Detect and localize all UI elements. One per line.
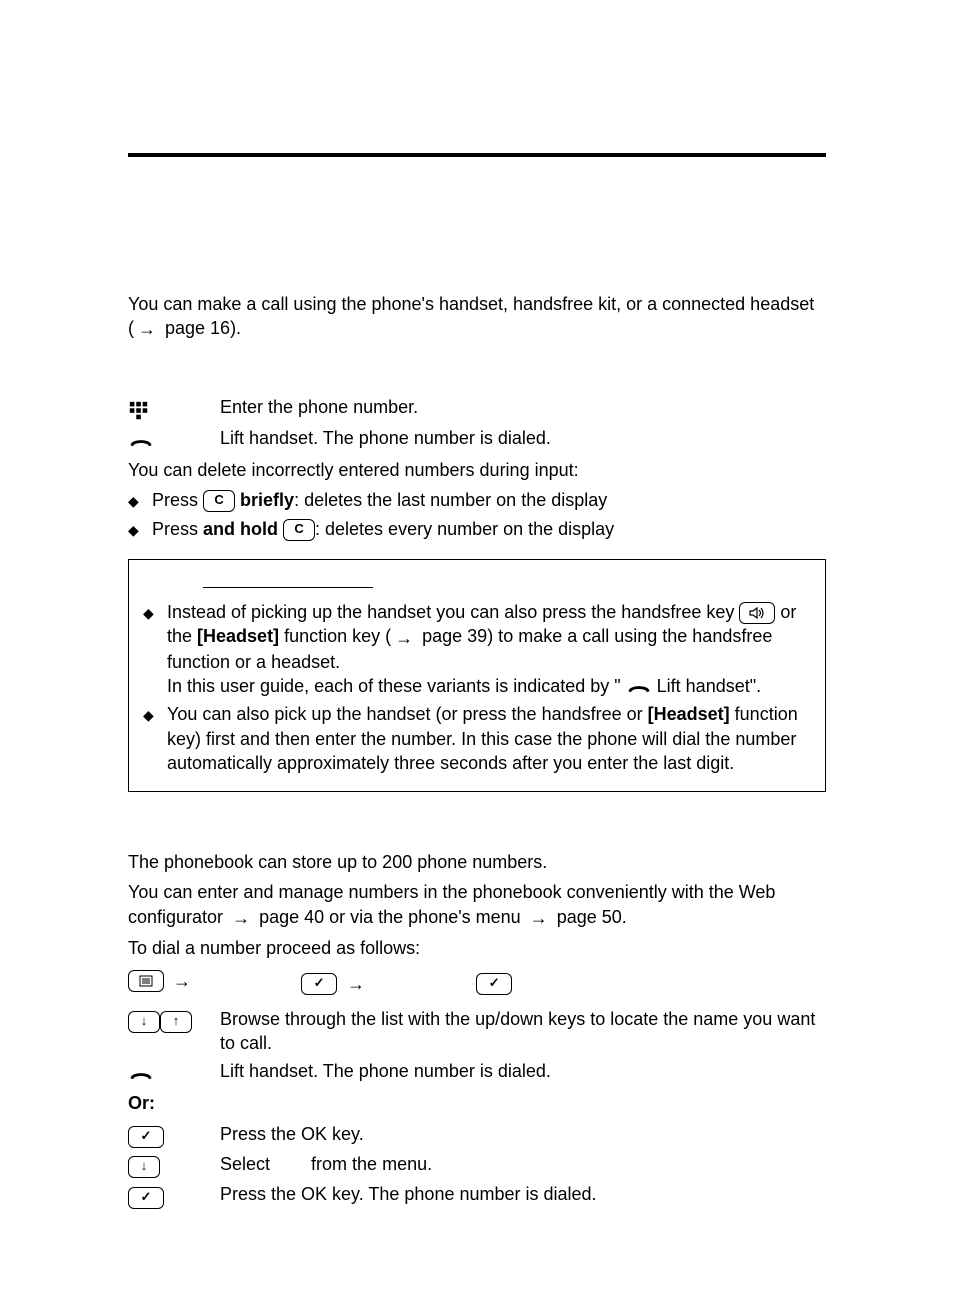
row-ok2-text: Press the OK key. The phone number is di… bbox=[220, 1182, 826, 1206]
bullet-brief: ◆ Press C briefly: deletes the last numb… bbox=[128, 488, 826, 512]
row-ok1-text: Press the OK key. bbox=[220, 1122, 826, 1146]
intro-paragraph: You can make a call using the phone's ha… bbox=[128, 292, 826, 342]
h2-calling: Calling bbox=[128, 256, 826, 282]
note-bullet-1: ◆ Instead of picking up the handset you … bbox=[143, 600, 811, 698]
arrow-icon: → bbox=[391, 628, 417, 648]
ok-key-icon: ✓ bbox=[476, 973, 512, 995]
row-select-dial: ↓ Select Dial from the menu. bbox=[128, 1152, 826, 1178]
h1: Making calls bbox=[128, 197, 826, 228]
row-ok-2: ✓ Press the OK key. The phone number is … bbox=[128, 1182, 826, 1208]
running-head: Making calls bbox=[128, 128, 826, 149]
menu-phonebook: Phonebook bbox=[375, 972, 470, 996]
up-key-icon: ↑ bbox=[160, 1011, 192, 1033]
arrow-icon: → bbox=[169, 971, 195, 991]
pb-capacity: The phonebook can store up to 200 phone … bbox=[128, 850, 826, 874]
or-label: Or: bbox=[128, 1091, 826, 1115]
speaker-key-icon bbox=[739, 602, 775, 624]
handset-icon bbox=[128, 1065, 154, 1083]
arrow-icon: → bbox=[343, 972, 369, 996]
row-lift-text: Lift handset. The phone number is dialed… bbox=[220, 426, 826, 450]
h3-dialing: Dialing a number bbox=[128, 362, 826, 388]
note-label: Notes bbox=[139, 560, 197, 594]
keypad-icon bbox=[128, 400, 150, 422]
c-key-icon: C bbox=[283, 519, 315, 541]
h3-phonebook: Dialing a number from the phonebook bbox=[128, 816, 826, 842]
down-key-icon: ↓ bbox=[128, 1156, 160, 1178]
note-box: Notes ◆ Instead of picking up the handse… bbox=[128, 559, 826, 792]
ok-key-icon: ✓ bbox=[128, 1126, 164, 1148]
header-rule bbox=[128, 153, 826, 157]
row-enter-text: Enter the phone number. bbox=[220, 395, 826, 419]
pb-proceed: To dial a number proceed as follows: bbox=[128, 936, 826, 960]
arrow-icon: → bbox=[228, 908, 254, 928]
ok-key-icon: ✓ bbox=[128, 1187, 164, 1209]
note-bullet-2: ◆ You can also pick up the handset (or p… bbox=[143, 702, 811, 775]
handset-icon bbox=[128, 432, 154, 450]
down-key-icon: ↓ bbox=[128, 1011, 160, 1033]
menu-path-row: → Contacts ✓ → Phonebook ✓ bbox=[128, 966, 826, 1002]
row-enter-number: Enter the phone number. bbox=[128, 395, 826, 421]
row-browse: ↓↑ Browse through the list with the up/d… bbox=[128, 1007, 826, 1056]
ok-key-icon: ✓ bbox=[301, 973, 337, 995]
handset-icon bbox=[626, 678, 652, 696]
row-lift-handset: Lift handset. The phone number is dialed… bbox=[128, 426, 826, 452]
menu-key-icon bbox=[128, 970, 164, 992]
pb-manage: You can enter and manage numbers in the … bbox=[128, 880, 826, 930]
arrow-icon: → bbox=[134, 319, 160, 339]
row-lift2-text: Lift handset. The phone number is dialed… bbox=[220, 1059, 826, 1083]
row-ok-1: ✓ Press the OK key. bbox=[128, 1122, 826, 1148]
arrow-icon: → bbox=[526, 908, 552, 928]
bullet-hold: ◆ Press and hold C: deletes every number… bbox=[128, 517, 826, 541]
row-browse-text: Browse through the list with the up/down… bbox=[220, 1007, 826, 1056]
delete-intro: You can delete incorrectly entered numbe… bbox=[128, 458, 826, 482]
menu-contacts: Contacts bbox=[220, 972, 295, 996]
c-key-icon: C bbox=[203, 490, 235, 512]
row-lift-2: Lift handset. The phone number is dialed… bbox=[128, 1059, 826, 1085]
